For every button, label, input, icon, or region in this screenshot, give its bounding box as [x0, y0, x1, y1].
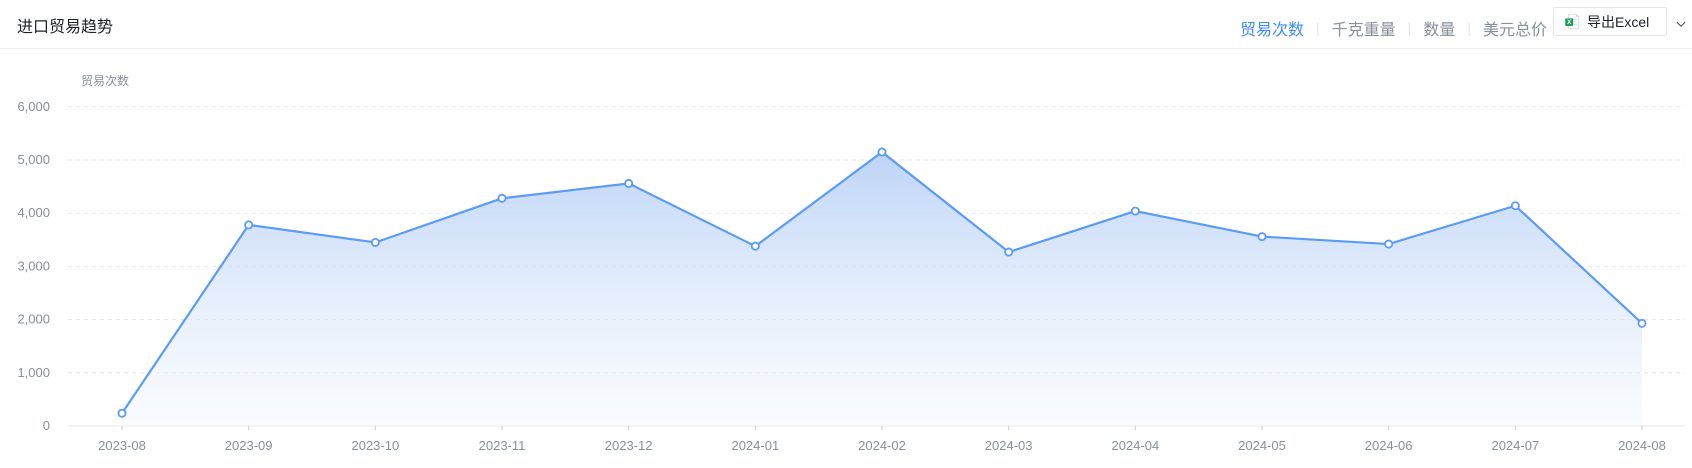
svg-text:2024-03: 2024-03	[985, 438, 1033, 453]
svg-text:2024-01: 2024-01	[731, 438, 779, 453]
svg-text:2024-08: 2024-08	[1618, 438, 1666, 453]
svg-text:2023-10: 2023-10	[351, 438, 399, 453]
svg-text:4,000: 4,000	[17, 205, 50, 220]
svg-text:2024-02: 2024-02	[858, 438, 906, 453]
svg-text:2024-06: 2024-06	[1365, 438, 1413, 453]
svg-text:1,000: 1,000	[17, 365, 50, 380]
svg-text:0: 0	[43, 418, 50, 433]
svg-text:2024-05: 2024-05	[1238, 438, 1286, 453]
svg-text:2023-12: 2023-12	[605, 438, 653, 453]
svg-text:3,000: 3,000	[17, 258, 50, 273]
svg-text:6,000: 6,000	[17, 99, 50, 114]
svg-text:5,000: 5,000	[17, 152, 50, 167]
svg-text:2023-08: 2023-08	[98, 438, 146, 453]
svg-text:2023-09: 2023-09	[225, 438, 273, 453]
svg-text:2,000: 2,000	[17, 312, 50, 327]
svg-text:2023-11: 2023-11	[479, 438, 526, 453]
svg-text:2024-07: 2024-07	[1491, 438, 1539, 453]
svg-text:2024-04: 2024-04	[1111, 438, 1159, 453]
